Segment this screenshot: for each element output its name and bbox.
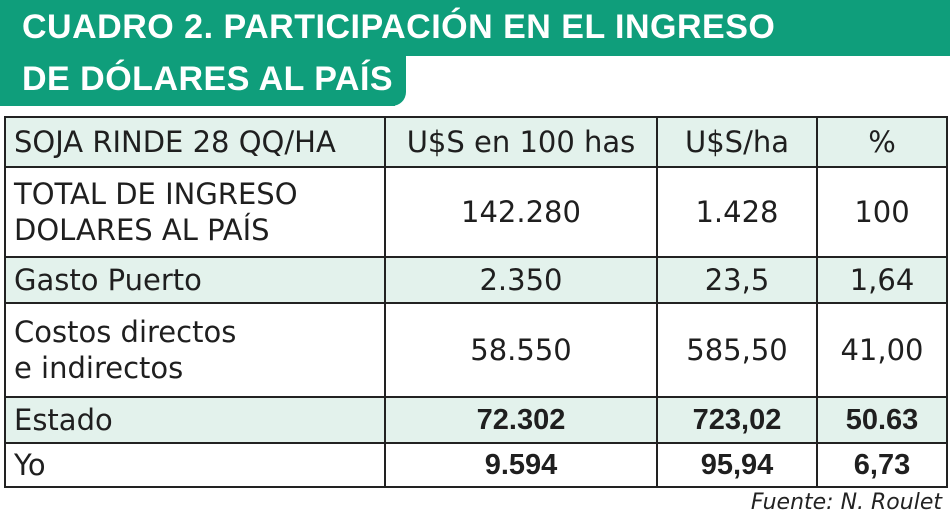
table-row-state: Estado 72.302 723,02 50.63: [4, 396, 948, 444]
header-crop: SOJA RINDE 28 QQ/HA: [4, 116, 386, 168]
row-label-line-1: TOTAL DE INGRESO: [14, 176, 298, 211]
row-label-line-2: DOLARES AL PAÍS: [14, 213, 270, 247]
title-banner: CUADRO 2. PARTICIPACIÓN EN EL INGRESO DE…: [0, 0, 950, 112]
row-label: Gasto Puerto: [4, 256, 386, 304]
cell-usd-ha: 95,94: [656, 442, 818, 488]
cell-percent: 1,64: [816, 256, 948, 304]
header-row: SOJA RINDE 28 QQ/HA U$S en 100 has U$S/h…: [4, 116, 948, 168]
income-table: SOJA RINDE 28 QQ/HA U$S en 100 has U$S/h…: [4, 116, 948, 488]
row-label-line-1: Costos directos: [14, 314, 237, 349]
cell-usd-100: 9.594: [384, 442, 658, 488]
table-row-me: Yo 9.594 95,94 6,73: [4, 442, 948, 488]
cell-percent: 6,73: [816, 442, 948, 488]
title-line-2: DE DÓLARES AL PAÍS: [22, 60, 394, 98]
header-usd-ha: U$S/ha: [656, 116, 818, 168]
title-line-1: CUADRO 2. PARTICIPACIÓN EN EL INGRESO: [22, 8, 776, 46]
cell-usd-100: 72.302: [384, 396, 658, 444]
row-label: Yo: [4, 442, 386, 488]
cell-usd-ha: 1.428: [656, 166, 818, 258]
table-row-costs: Costos directos e indirectos 58.550 585,5…: [4, 302, 948, 398]
row-label-line-2: e indirectos: [14, 351, 184, 385]
cell-usd-ha: 723,02: [656, 396, 818, 444]
header-usd-100: U$S en 100 has: [384, 116, 658, 168]
row-label: TOTAL DE INGRESO DOLARES AL PAÍS: [4, 166, 386, 258]
table-row-port: Gasto Puerto 2.350 23,5 1,64: [4, 256, 948, 304]
title-band-bottom: [0, 56, 395, 106]
row-label: Costos directos e indirectos: [4, 302, 386, 398]
cell-percent: 41,00: [816, 302, 948, 398]
cell-percent: 100: [816, 166, 948, 258]
cell-usd-100: 58.550: [384, 302, 658, 398]
cell-usd-100: 2.350: [384, 256, 658, 304]
title-band-corner: [392, 56, 406, 106]
row-label: Estado: [4, 396, 386, 444]
cell-percent: 50.63: [816, 396, 948, 444]
cell-usd-ha: 585,50: [656, 302, 818, 398]
cell-usd-ha: 23,5: [656, 256, 818, 304]
header-percent: %: [816, 116, 948, 168]
source-note: Fuente: N. Roulet: [750, 490, 942, 515]
cell-usd-100: 142.280: [384, 166, 658, 258]
table-row-total: TOTAL DE INGRESO DOLARES AL PAÍS 142.280 …: [4, 166, 948, 258]
title-band-top: [0, 0, 950, 56]
